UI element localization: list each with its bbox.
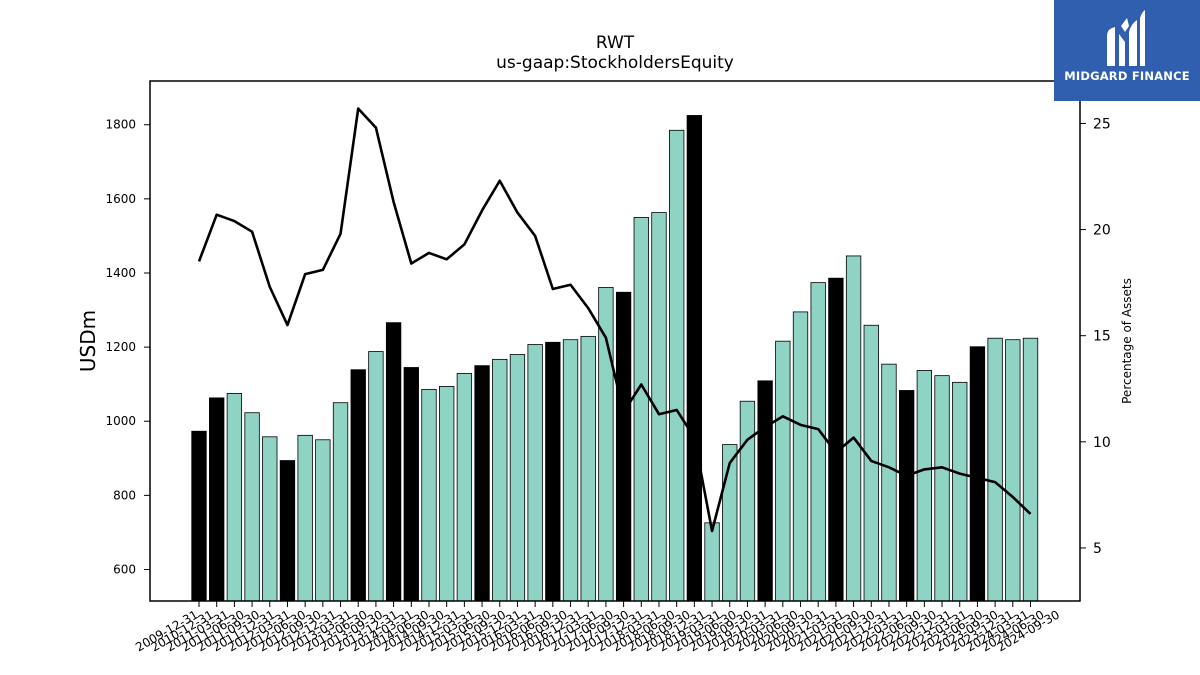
bar-quarterly: [421, 388, 437, 602]
bar-quarterly: [244, 412, 260, 602]
percentage-line: [197, 107, 1032, 533]
bar-quarterly: [810, 282, 826, 602]
bar-annual: [686, 115, 703, 602]
bar-quarterly: [987, 337, 1003, 602]
y-tick-label: 800: [113, 488, 136, 502]
y-tick-label: 1200: [105, 340, 136, 354]
y-axis-label-right: Percentage of Assets: [1120, 278, 1134, 404]
y-tick-label: 1400: [105, 266, 136, 280]
y2-tick-label: 20: [1093, 223, 1111, 239]
bar-quarterly: [562, 339, 579, 602]
bar-annual: [899, 390, 915, 602]
bar-quarterly: [1022, 337, 1039, 602]
bar-annual: [191, 430, 207, 602]
y-axis-label-left: USDm: [76, 310, 100, 372]
bar-quarterly: [262, 436, 278, 602]
bar-quarterly: [792, 311, 809, 602]
bar-quarterly: [845, 255, 862, 602]
y-tick-label: 1000: [105, 414, 136, 428]
y-axis-left: 600 800 1000 1200 1400 1600 1800: [105, 118, 150, 576]
y2-tick-label: 25: [1093, 116, 1111, 132]
bar-group: [191, 115, 1039, 602]
y2-tick-label: 5: [1093, 541, 1102, 557]
bar-annual: [403, 367, 419, 602]
brand-logo: MIDGARD FINANCE: [1054, 0, 1200, 101]
bar-annual: [350, 369, 366, 602]
y-tick-label: 1600: [105, 192, 136, 206]
brand-name: MIDGARD FINANCE: [1064, 69, 1190, 83]
bar-quarterly: [492, 358, 508, 602]
bar-quarterly: [633, 216, 649, 602]
bar-quarterly: [775, 340, 791, 602]
y2-tick-label: 15: [1093, 329, 1111, 345]
x-axis: 2009-12-312010-12-312011-03-312011-06-30…: [133, 601, 1062, 654]
bar-annual: [209, 397, 225, 602]
bar-quarterly: [1005, 339, 1021, 602]
y-tick-label: 600: [113, 562, 136, 576]
y2-tick-label: 10: [1093, 435, 1111, 451]
bar-quarterly: [881, 363, 897, 602]
bar-quarterly: [509, 354, 526, 602]
bar-annual: [545, 341, 561, 602]
plot-frame: [149, 80, 1081, 602]
bar-annual: [828, 277, 844, 602]
bar-quarterly: [598, 287, 614, 602]
y-axis-right: 5 10 15 20 25: [1080, 116, 1111, 557]
chart-title: RWT: [596, 33, 635, 53]
bar-annual: [757, 380, 773, 602]
bar-annual: [969, 346, 986, 602]
bar-quarterly: [368, 351, 384, 602]
bar-annual: [615, 291, 632, 602]
bar-quarterly: [916, 370, 933, 602]
bar-annual: [474, 365, 490, 602]
midgard-m-logo-icon: [1107, 10, 1145, 66]
bar-annual: [385, 322, 402, 602]
bar-quarterly: [669, 129, 685, 602]
bar-quarterly: [439, 385, 455, 602]
chart-subtitle: us-gaap:StockholdersEquity: [496, 53, 734, 73]
bar-quarterly: [527, 344, 543, 602]
bar-quarterly: [226, 393, 243, 602]
bar-quarterly: [297, 434, 313, 602]
bar-quarterly: [580, 335, 596, 602]
bar-quarterly: [704, 522, 720, 602]
bar-quarterly: [456, 373, 473, 602]
line-group: [197, 107, 1032, 533]
bar-quarterly: [934, 375, 950, 602]
bar-annual: [279, 460, 296, 602]
bar-quarterly: [739, 400, 756, 602]
bar-quarterly: [952, 381, 968, 602]
bar-quarterly: [315, 439, 331, 602]
y-tick-label: 1800: [105, 118, 136, 132]
bar-quarterly: [332, 402, 349, 602]
